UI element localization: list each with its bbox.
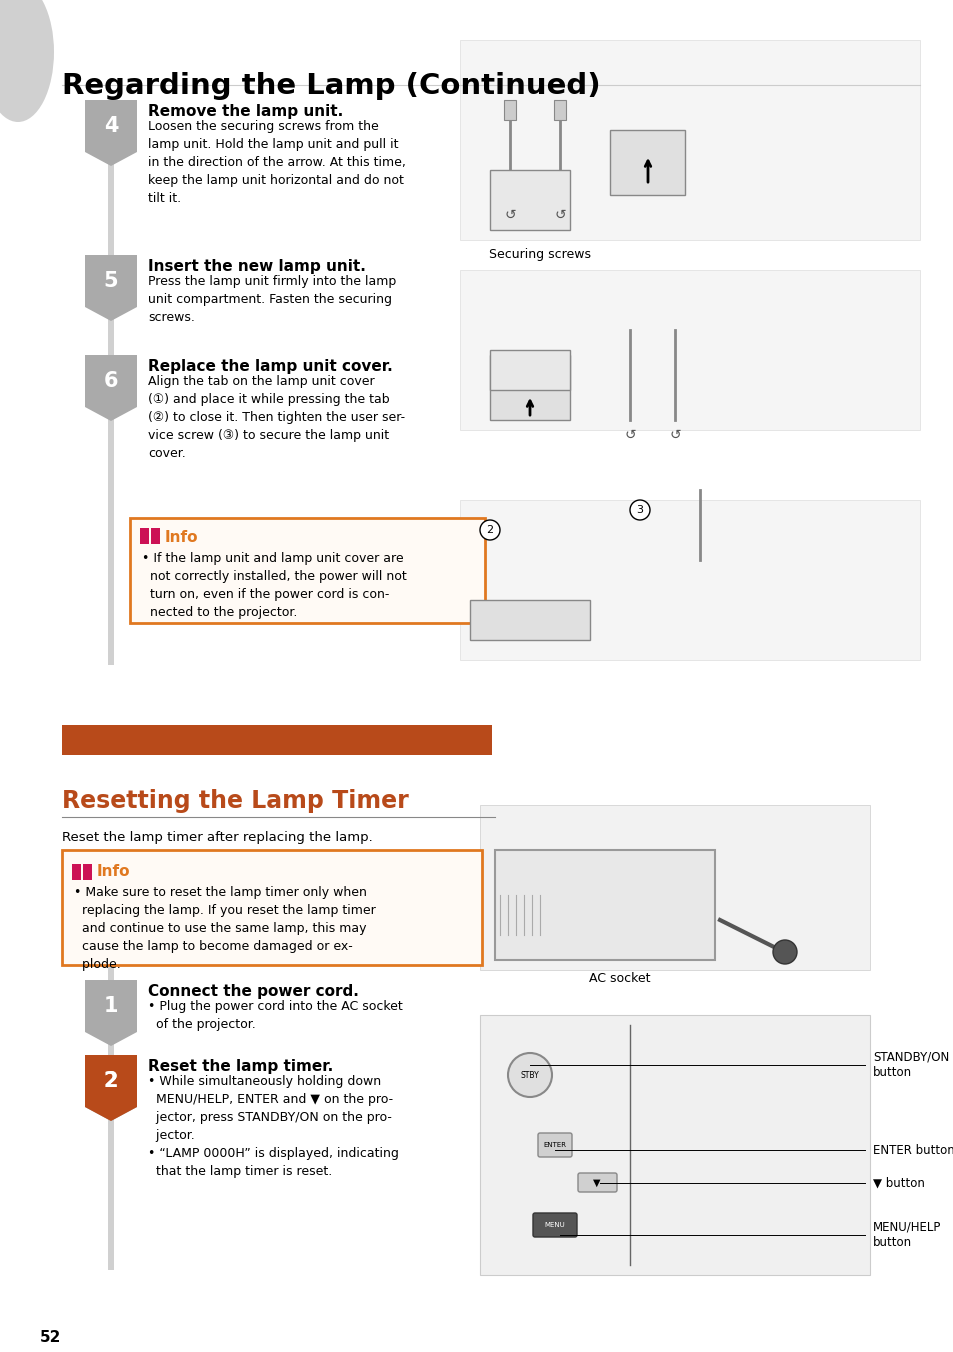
- FancyBboxPatch shape: [533, 1213, 577, 1237]
- Polygon shape: [85, 1055, 137, 1121]
- Text: 1: 1: [104, 996, 118, 1015]
- Bar: [152, 531, 158, 538]
- Text: Info: Info: [97, 864, 131, 879]
- Bar: [151, 529, 160, 544]
- Text: AC socket: AC socket: [589, 972, 650, 986]
- Text: Reset the lamp timer.: Reset the lamp timer.: [148, 1059, 333, 1073]
- Text: Securing screws: Securing screws: [489, 247, 590, 261]
- Text: Connect the power cord.: Connect the power cord.: [148, 984, 358, 999]
- Polygon shape: [85, 356, 137, 420]
- FancyBboxPatch shape: [537, 1133, 572, 1157]
- Bar: [74, 868, 79, 873]
- Text: • Make sure to reset the lamp timer only when
  replacing the lamp. If you reset: • Make sure to reset the lamp timer only…: [74, 886, 375, 971]
- Text: Regarding the Lamp (Continued): Regarding the Lamp (Continued): [62, 72, 600, 100]
- Text: ▼ button: ▼ button: [872, 1176, 923, 1190]
- Text: Press the lamp unit firmly into the lamp
unit compartment. Fasten the securing
s: Press the lamp unit firmly into the lamp…: [148, 274, 395, 324]
- Bar: [62, 725, 492, 754]
- Circle shape: [479, 521, 499, 539]
- Bar: [554, 100, 565, 120]
- Bar: [71, 864, 81, 880]
- Text: Info: Info: [165, 530, 198, 545]
- Circle shape: [629, 500, 649, 521]
- Text: Resetting the Lamp Timer: Resetting the Lamp Timer: [62, 790, 408, 813]
- Ellipse shape: [0, 0, 54, 122]
- Text: STANDBY/ON
button: STANDBY/ON button: [872, 1051, 948, 1079]
- Text: 2: 2: [486, 525, 493, 535]
- Text: 6: 6: [104, 370, 118, 391]
- Bar: [85, 868, 90, 873]
- Text: ENTER button: ENTER button: [872, 1144, 953, 1156]
- Text: ▼: ▼: [593, 1178, 600, 1188]
- FancyBboxPatch shape: [578, 1174, 617, 1192]
- Text: 52: 52: [40, 1330, 61, 1345]
- Bar: [503, 100, 516, 120]
- Text: STBY: STBY: [520, 1071, 538, 1079]
- Text: ENTER: ENTER: [543, 1142, 566, 1148]
- Text: ↺: ↺: [503, 208, 516, 222]
- Text: ↺: ↺: [668, 429, 680, 442]
- Circle shape: [507, 1053, 552, 1096]
- Bar: [83, 864, 91, 880]
- Polygon shape: [85, 256, 137, 320]
- Bar: [470, 600, 589, 639]
- Bar: [459, 41, 919, 241]
- Bar: [490, 350, 569, 389]
- Text: MENU/HELP
button: MENU/HELP button: [872, 1221, 941, 1249]
- Bar: [142, 531, 147, 538]
- Text: 2: 2: [104, 1071, 118, 1091]
- Bar: [108, 110, 113, 665]
- Text: 4: 4: [104, 116, 118, 137]
- Text: Align the tab on the lamp unit cover
(①) and place it while pressing the tab
(②): Align the tab on the lamp unit cover (①)…: [148, 375, 405, 460]
- Text: ↺: ↺: [554, 208, 565, 222]
- Bar: [495, 850, 714, 960]
- Polygon shape: [85, 980, 137, 1046]
- Text: 5: 5: [104, 270, 118, 291]
- Text: Replace the lamp unit cover.: Replace the lamp unit cover.: [148, 360, 393, 375]
- FancyBboxPatch shape: [62, 850, 481, 965]
- Text: 2: 2: [104, 1071, 118, 1091]
- Bar: [609, 130, 684, 195]
- Text: • If the lamp unit and lamp unit cover are
  not correctly installed, the power : • If the lamp unit and lamp unit cover a…: [142, 552, 406, 619]
- Bar: [490, 170, 569, 230]
- Bar: [459, 500, 919, 660]
- Text: Insert the new lamp unit.: Insert the new lamp unit.: [148, 260, 366, 274]
- Text: • While simultaneously holding down
  MENU/HELP, ENTER and ▼ on the pro-
  jecto: • While simultaneously holding down MENU…: [148, 1075, 398, 1178]
- Text: • Plug the power cord into the AC socket
  of the projector.: • Plug the power cord into the AC socket…: [148, 1000, 402, 1032]
- Text: MENU: MENU: [544, 1222, 565, 1228]
- Bar: [490, 356, 569, 420]
- FancyBboxPatch shape: [130, 518, 484, 623]
- Polygon shape: [85, 100, 137, 166]
- Text: Remove the lamp unit.: Remove the lamp unit.: [148, 104, 343, 119]
- Circle shape: [772, 940, 796, 964]
- Bar: [108, 960, 113, 1270]
- Text: 3: 3: [636, 506, 643, 515]
- Bar: [479, 1015, 869, 1275]
- Text: ↺: ↺: [623, 429, 635, 442]
- Bar: [479, 804, 869, 969]
- Bar: [459, 270, 919, 430]
- Polygon shape: [85, 1055, 137, 1121]
- Text: Reset the lamp timer after replacing the lamp.: Reset the lamp timer after replacing the…: [62, 831, 373, 844]
- Bar: [140, 529, 149, 544]
- Text: Loosen the securing screws from the
lamp unit. Hold the lamp unit and pull it
in: Loosen the securing screws from the lamp…: [148, 120, 405, 206]
